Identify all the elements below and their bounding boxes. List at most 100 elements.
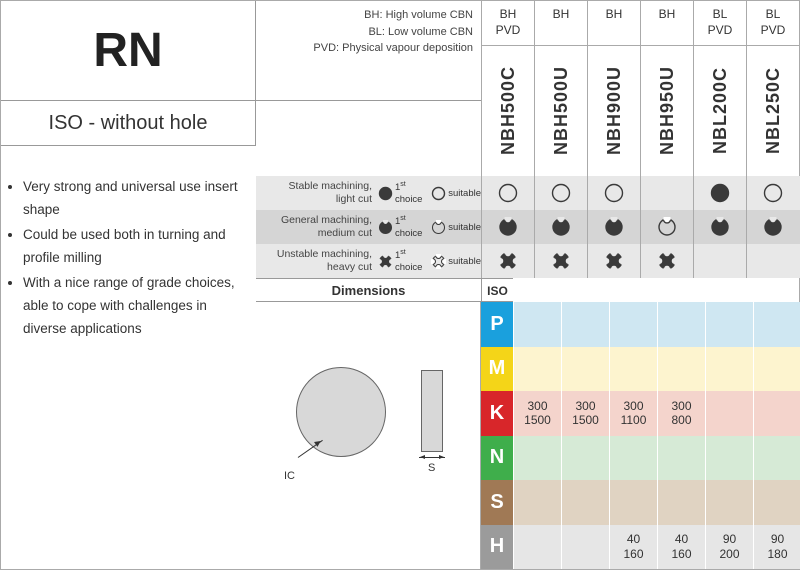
iso-cell xyxy=(705,480,753,525)
suitability-row: Unstable machining,heavy cut 1st choice … xyxy=(256,244,800,278)
suitability-cell xyxy=(534,176,587,210)
suitability-cells xyxy=(481,244,800,278)
iso-cell: 90200 xyxy=(705,525,753,570)
iso-row: K 300150030015003001100300800 xyxy=(481,391,800,436)
grade-name: NBL200C xyxy=(694,46,746,176)
first-choice-label: 1st choice xyxy=(395,249,429,272)
suitability-row: Stable machining,light cut 1st choice su… xyxy=(256,176,800,210)
grade-type: BHPVD xyxy=(482,1,534,46)
grade-name: NBH500U xyxy=(535,46,587,176)
subtitle-box: ISO - without hole xyxy=(1,101,256,146)
iso-cell xyxy=(705,436,753,481)
suitability-cell xyxy=(693,176,746,210)
grade-column-headers: BHPVD NBH500C BH NBH500U BH NBH900U BH N… xyxy=(481,1,800,176)
suitability-cell xyxy=(640,210,693,244)
grade-column: BH NBH950U xyxy=(640,1,693,176)
suitability-cell xyxy=(746,244,799,278)
suitable-label: suitable xyxy=(448,188,481,199)
first-choice-label: 1st choice xyxy=(395,181,429,204)
iso-row: P xyxy=(481,302,800,347)
iso-cell xyxy=(561,436,609,481)
suitability-cell xyxy=(534,244,587,278)
iso-row: H 40160401609020090180 xyxy=(481,525,800,570)
grade-column: BLPVD NBL250C xyxy=(746,1,799,176)
bullet: With a nice range of grade choices, able… xyxy=(23,272,254,341)
s-arrow-icon xyxy=(419,457,445,458)
iso-cell xyxy=(609,302,657,347)
grade-column: BH NBH500U xyxy=(534,1,587,176)
iso-cell xyxy=(609,436,657,481)
title-block: RN ISO - without hole xyxy=(1,1,256,171)
suitability-cell xyxy=(746,210,799,244)
suitability-cells xyxy=(481,176,800,210)
iso-cell xyxy=(609,347,657,392)
suitability-cell xyxy=(587,176,640,210)
iso-cell xyxy=(753,436,800,481)
cut-type-label: Stable machining,light cut xyxy=(256,180,378,205)
grade-name: NBH500C xyxy=(482,46,534,176)
iso-cell xyxy=(753,480,800,525)
dimension-drawing: IC S xyxy=(256,302,481,570)
abbreviation-legend: BH: High volume CBN BL: Low volume CBN P… xyxy=(256,1,481,101)
grade-type: BLPVD xyxy=(694,1,746,46)
iso-material-letter: K xyxy=(481,391,513,436)
grade-type: BH xyxy=(535,1,587,46)
suitability-cell xyxy=(481,176,534,210)
legend-line: BH: High volume CBN xyxy=(264,7,473,24)
iso-cell: 3001100 xyxy=(609,391,657,436)
iso-material-grid: P M K 300150030015003001100300800 N S H … xyxy=(481,302,800,569)
ic-label: IC xyxy=(284,470,295,482)
bullet: Could be used both in turning and profil… xyxy=(23,224,254,270)
iso-cell xyxy=(753,302,800,347)
legend-line: PVD: Physical vapour deposition xyxy=(264,40,473,57)
grade-column: BLPVD NBL200C xyxy=(693,1,746,176)
suitability-cell xyxy=(746,176,799,210)
grade-column: BHPVD NBH500C xyxy=(481,1,534,176)
suitability-cell xyxy=(640,244,693,278)
iso-cell: 3001500 xyxy=(513,391,561,436)
iso-cell xyxy=(513,436,561,481)
suitability-matrix: Stable machining,light cut 1st choice su… xyxy=(256,176,800,278)
cut-type-label: Unstable machining,heavy cut xyxy=(256,248,378,273)
suitability-cell xyxy=(693,210,746,244)
iso-cell: 90180 xyxy=(753,525,800,570)
feature-bullets: Very strong and universal use insert sha… xyxy=(9,176,254,343)
iso-cell xyxy=(657,302,705,347)
suitability-cell xyxy=(640,176,693,210)
iso-cell xyxy=(561,525,609,570)
suitability-cell xyxy=(587,244,640,278)
suitability-cell xyxy=(587,210,640,244)
grade-name: NBH900U xyxy=(588,46,640,176)
iso-cell xyxy=(513,525,561,570)
iso-material-letter: H xyxy=(481,525,513,570)
iso-cell xyxy=(561,302,609,347)
product-code: RN xyxy=(93,23,162,78)
product-code-box: RN xyxy=(1,1,256,101)
suitability-cell xyxy=(693,244,746,278)
iso-cell xyxy=(561,480,609,525)
iso-cell xyxy=(753,391,800,436)
first-choice-icon xyxy=(378,254,393,269)
grade-name: NBH950U xyxy=(641,46,693,176)
iso-cell: 3001500 xyxy=(561,391,609,436)
grade-type: BH xyxy=(641,1,693,46)
iso-cell xyxy=(705,347,753,392)
grade-type: BLPVD xyxy=(747,1,799,46)
suitability-cell xyxy=(481,244,534,278)
subtitle: ISO - without hole xyxy=(49,112,208,135)
iso-row: M xyxy=(481,347,800,392)
legend-cell: 1st choice suitable xyxy=(378,181,481,204)
bullet: Very strong and universal use insert sha… xyxy=(23,176,254,222)
suitable-icon xyxy=(431,186,446,201)
grade-column: BH NBH900U xyxy=(587,1,640,176)
iso-material-letter: N xyxy=(481,436,513,481)
iso-cell xyxy=(705,391,753,436)
iso-cell xyxy=(513,302,561,347)
insert-circle-icon xyxy=(296,367,386,457)
suitable-label: suitable xyxy=(448,222,481,233)
iso-cell xyxy=(609,480,657,525)
iso-cell xyxy=(513,480,561,525)
iso-material-letter: P xyxy=(481,302,513,347)
legend-line: BL: Low volume CBN xyxy=(264,24,473,41)
suitability-cells xyxy=(481,210,800,244)
